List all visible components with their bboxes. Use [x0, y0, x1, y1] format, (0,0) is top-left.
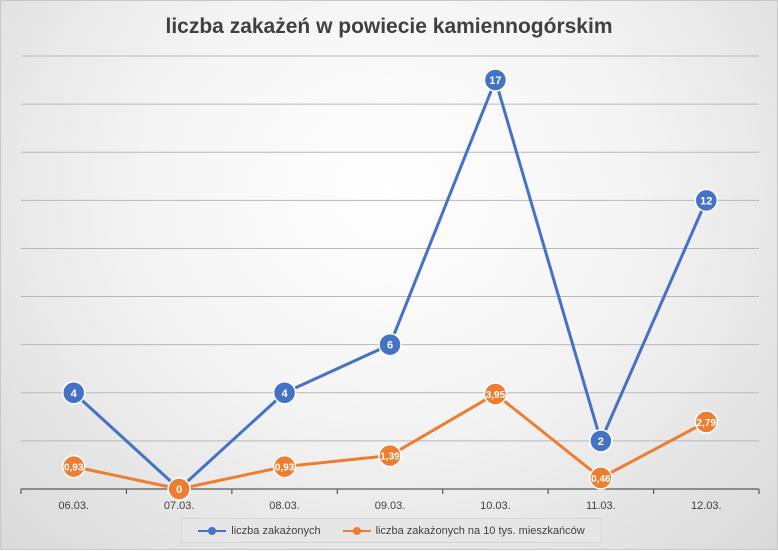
data-point-series-2: [167, 477, 191, 501]
x-tick-label: 10.03.: [480, 500, 511, 512]
data-point-series-2: [378, 443, 402, 468]
data-point-series-1: [378, 332, 402, 357]
legend-swatch-series-2: [342, 526, 371, 536]
x-tick-label: 12.03.: [691, 500, 722, 512]
data-point-series-2: [483, 382, 508, 406]
data-label-series-1: 2: [598, 436, 604, 448]
data-label-series-2: 0,46: [591, 474, 611, 485]
data-label-series-1: 4: [282, 388, 289, 400]
chart-title: liczba zakażeń w powiecie kamiennogórski…: [165, 15, 613, 38]
data-label-series-1: 12: [700, 195, 712, 207]
x-tick-label: 06.03.: [58, 500, 89, 512]
data-point-series-1: [483, 68, 508, 92]
x-tick-label: 11.03.: [586, 500, 616, 512]
data-label-series-1: 4: [71, 388, 78, 400]
data-point-series-1: [694, 188, 719, 213]
x-tick-label: 07.03.: [164, 500, 195, 512]
data-label-series-2: 1,39: [380, 452, 400, 463]
series-line-1: [72, 78, 708, 491]
legend-item-series-1: liczba zakażonych: [198, 524, 321, 537]
data-point-series-2: [694, 410, 719, 434]
x-tick-label: 09.03.: [375, 500, 406, 512]
data-point-series-2: [589, 466, 613, 490]
x-tick-label: 08.03.: [269, 500, 300, 512]
legend: liczba zakażonych liczba zakażonych na 1…: [181, 518, 602, 543]
data-label-series-1: 6: [387, 340, 393, 352]
data-label-series-2: 0,93: [64, 463, 84, 474]
data-label-series-2: 0,93: [275, 463, 295, 474]
data-label-series-1: 17: [489, 75, 501, 87]
data-point-series-2: [61, 454, 86, 479]
data-point-series-1: [61, 381, 86, 405]
data-label-series-2: 3,95: [486, 390, 506, 401]
data-point-series-1: [589, 429, 613, 453]
data-label-series-2: 0: [176, 484, 182, 496]
legend-item-series-2: liczba zakażonych na 10 tys. mieszkańców: [342, 524, 585, 537]
legend-label-series-2: liczba zakażonych na 10 tys. mieszkańców: [375, 524, 585, 537]
legend-swatch-series-1: [198, 526, 227, 536]
data-point-series-1: [272, 381, 297, 405]
data-point-series-2: [272, 454, 297, 479]
data-label-series-2: 2,79: [697, 418, 717, 429]
legend-label-series-1: liczba zakażonych: [231, 524, 321, 537]
